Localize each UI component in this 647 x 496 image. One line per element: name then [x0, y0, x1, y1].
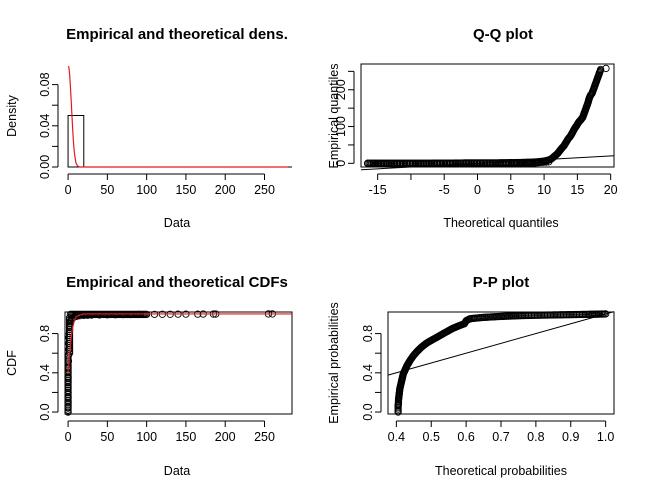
qq-title: Q-Q plot: [473, 26, 533, 43]
qq-plot-box: [360, 63, 615, 168]
panel-qq: Q-Q plot Theoretical quantiles Empirical…: [327, 26, 618, 230]
cdf-point: [64, 386, 72, 395]
x-tick-label: 10: [537, 183, 551, 197]
cdf-point: [64, 396, 72, 404]
cdf-axes: 0 50 100 150 200 250 0.0 0.4 0.8: [38, 325, 275, 444]
cdf-point: [64, 403, 72, 411]
x-tick-label: -15: [369, 183, 387, 197]
y-tick-label: 100: [334, 116, 348, 137]
cdf-point: [64, 390, 72, 399]
x-tick-label: 0.7: [492, 430, 509, 444]
pp-axes: 0.4 0.5 0.6 0.7 0.8 0.9 1.0 0.0 0.4 0.8: [361, 325, 614, 444]
y-tick-label: 0: [334, 160, 348, 167]
qq-point: [597, 65, 605, 74]
cdf-point: [64, 398, 72, 406]
x-tick-label: 0.6: [457, 430, 474, 444]
cdf-point: [64, 380, 72, 389]
x-tick-label: 100: [136, 430, 157, 444]
x-tick-label: 0: [65, 183, 72, 197]
x-tick-label: 15: [570, 183, 584, 197]
qq-xlabel: Theoretical quantiles: [443, 216, 558, 230]
x-tick-label: 0: [65, 430, 72, 444]
cdf-point: [64, 393, 72, 401]
density-curve: [67, 65, 289, 168]
pp-ylabel: Empirical probabilities: [327, 302, 341, 424]
cdf-point: [64, 351, 73, 359]
pp-marks: [387, 310, 615, 416]
cdf-theoretical-curve: [67, 313, 292, 373]
panel-cdf: Empirical and theoretical CDFs Data CDF …: [5, 274, 293, 478]
y-tick-label: 0.00: [38, 155, 52, 179]
x-tick-label: 250: [254, 430, 275, 444]
cdf-xlabel: Data: [164, 464, 190, 478]
pp-point: [601, 310, 610, 318]
histogram-bar: [67, 115, 85, 168]
cdf-point: [64, 383, 72, 392]
cdf-marks: [64, 310, 292, 416]
y-tick-label: 0.04: [38, 114, 52, 138]
cdf-point: [64, 400, 72, 408]
cdf-point: [64, 406, 72, 414]
density-marks: [67, 65, 292, 168]
x-tick-label: 200: [215, 430, 236, 444]
x-tick-label: 0: [474, 183, 481, 197]
y-tick-label: 0.0: [361, 403, 375, 420]
cdf-point: [65, 339, 73, 348]
x-tick-label: 1.0: [597, 430, 614, 444]
x-tick-label: -5: [439, 183, 450, 197]
x-tick-label: 50: [100, 430, 114, 444]
y-tick-label: 0.4: [38, 364, 52, 381]
pp-plot-box: [387, 311, 615, 415]
pp-xlabel: Theoretical probabilities: [435, 464, 567, 478]
cdf-point: [64, 374, 72, 382]
y-tick-label: 0.0: [38, 403, 52, 420]
x-tick-label: 200: [215, 183, 236, 197]
qq-point: [602, 64, 610, 73]
x-tick-label: 5: [507, 183, 514, 197]
pp-title: P-P plot: [473, 274, 529, 291]
y-tick-label: 200: [334, 79, 348, 100]
cdf-point: [64, 378, 72, 387]
y-tick-label: 0.8: [361, 325, 375, 342]
x-tick-label: 50: [100, 183, 114, 197]
density-ylabel: Density: [5, 94, 19, 136]
panel-pp: P-P plot Theoretical probabilities Empir…: [327, 274, 615, 478]
x-tick-label: 0.5: [423, 430, 440, 444]
x-tick-label: 100: [136, 183, 157, 197]
x-tick-label: 150: [175, 430, 196, 444]
cdf-ylabel: CDF: [5, 350, 19, 376]
cdf-title: Empirical and theoretical CDFs: [66, 274, 288, 291]
y-tick-label: 0.4: [361, 364, 375, 381]
x-tick-label: 0.4: [388, 430, 405, 444]
qq-ylabel: Empirical quantiles: [327, 64, 341, 169]
cdf-point: [65, 329, 73, 338]
pp-reference-line: [387, 311, 615, 376]
x-tick-label: 250: [254, 183, 275, 197]
x-tick-label: 0.9: [562, 430, 579, 444]
cdf-plot-box: [64, 311, 293, 415]
cdf-point: [64, 408, 72, 416]
panel-density: Empirical and theoretical dens. Data Den…: [5, 26, 292, 230]
cdf-point: [64, 388, 72, 397]
y-tick-label: 0.08: [38, 72, 52, 96]
cdf-point: [65, 345, 73, 353]
cdf-point: [65, 333, 73, 342]
density-axes: 0 50 100 150 200 250 0.00 0.04 0.08: [38, 72, 275, 197]
x-tick-label: 20: [604, 183, 618, 197]
qq-marks: [360, 64, 615, 171]
x-tick-label: 0.8: [527, 430, 544, 444]
y-tick-label: 0.8: [38, 325, 52, 342]
x-tick-label: 150: [175, 183, 196, 197]
density-title: Empirical and theoretical dens.: [66, 26, 288, 43]
cdf-point: [64, 377, 72, 385]
density-xlabel: Data: [164, 216, 190, 230]
